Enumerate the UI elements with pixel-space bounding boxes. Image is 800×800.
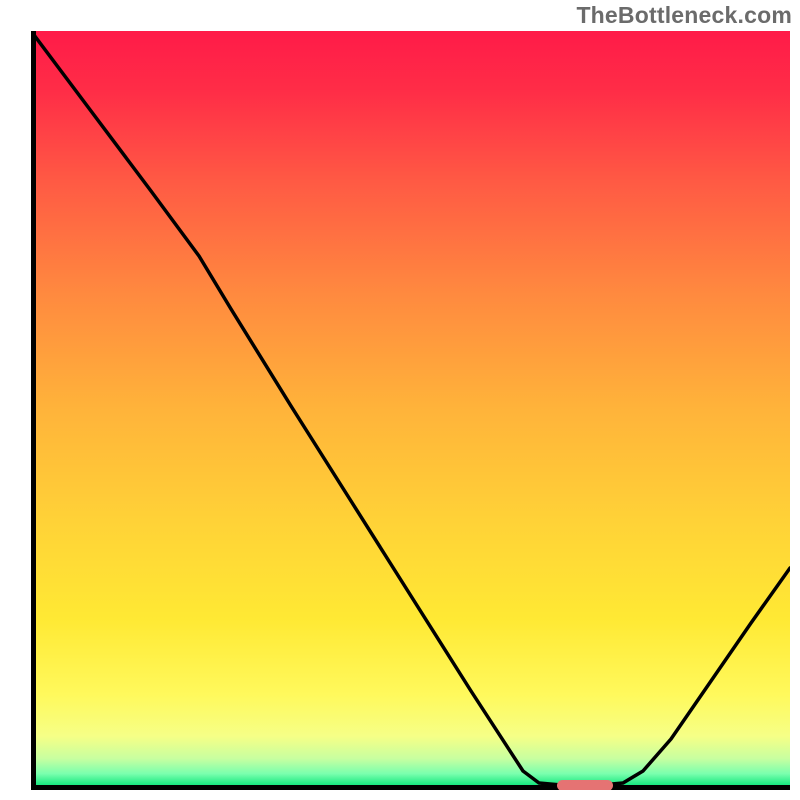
watermark-text: TheBottleneck.com [576, 2, 792, 29]
plot-svg [31, 31, 790, 790]
curve-line [31, 31, 790, 785]
plot-frame [31, 31, 790, 790]
optimum-marker [557, 780, 613, 790]
chart-canvas: TheBottleneck.com [0, 0, 800, 800]
